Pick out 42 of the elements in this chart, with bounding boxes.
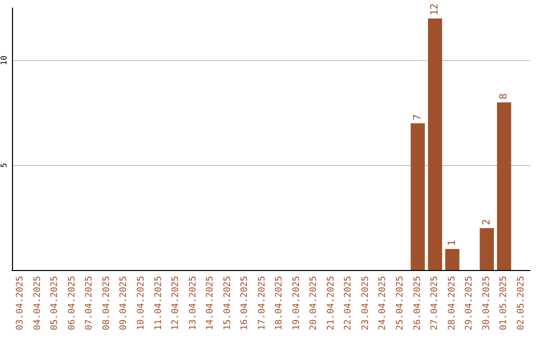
x-tick-label: 27.04.2025 <box>430 276 440 330</box>
x-tick-label: 06.04.2025 <box>67 276 78 330</box>
x-tick-label: 13.04.2025 <box>188 276 198 330</box>
data-label: 8 <box>498 93 510 100</box>
x-tick-label: 11.04.2025 <box>154 276 164 330</box>
x-tick-label: 12.04.2025 <box>171 276 182 330</box>
x-tick-label: 04.04.2025 <box>32 276 43 330</box>
x-tick-label: 19.04.2025 <box>292 276 302 330</box>
x-tick-label: 21.04.2025 <box>326 276 336 330</box>
bar <box>410 123 425 270</box>
x-tick-label: 15.04.2025 <box>222 276 233 330</box>
bar <box>480 228 494 270</box>
x-tick-label: 29.04.2025 <box>464 276 475 330</box>
data-label: 1 <box>446 240 458 246</box>
data-label: 7 <box>412 114 424 120</box>
x-tick-label: 10.04.2025 <box>136 276 146 330</box>
x-tick-label: 17.04.2025 <box>257 276 268 330</box>
x-tick-label: 25.04.2025 <box>396 276 406 330</box>
x-tick-label: 07.04.2025 <box>84 276 95 330</box>
x-tick-label: 22.04.2025 <box>344 276 354 330</box>
x-tick-label: 14.04.2025 <box>206 276 216 330</box>
bar <box>497 102 512 270</box>
data-label: 12 <box>430 3 441 16</box>
x-tick-label: 09.04.2025 <box>119 276 130 330</box>
x-tick-label: 20.04.2025 <box>309 276 320 330</box>
x-tick-label: 24.04.2025 <box>378 276 388 330</box>
x-tick-label: 30.04.2025 <box>482 276 492 330</box>
bar <box>445 249 460 270</box>
x-tick-label: 03.04.2025 <box>16 276 26 330</box>
x-tick-label: 02.05.2025 <box>516 276 526 330</box>
y-tick-label: 10 <box>0 55 8 66</box>
y-tick-label: 5 <box>0 162 8 168</box>
bar <box>428 18 442 270</box>
x-tick-label: 05.04.2025 <box>50 276 60 330</box>
x-tick-label: 23.04.2025 <box>360 276 371 330</box>
x-tick-label: 28.04.2025 <box>447 276 458 330</box>
data-label: 2 <box>481 219 492 226</box>
x-tick-label: 16.04.2025 <box>240 276 250 330</box>
x-tick-label: 08.04.2025 <box>102 276 112 330</box>
x-tick-label: 01.05.2025 <box>499 276 510 330</box>
x-tick-label: 26.04.2025 <box>412 276 423 330</box>
x-tick-label: 18.04.2025 <box>274 276 285 330</box>
